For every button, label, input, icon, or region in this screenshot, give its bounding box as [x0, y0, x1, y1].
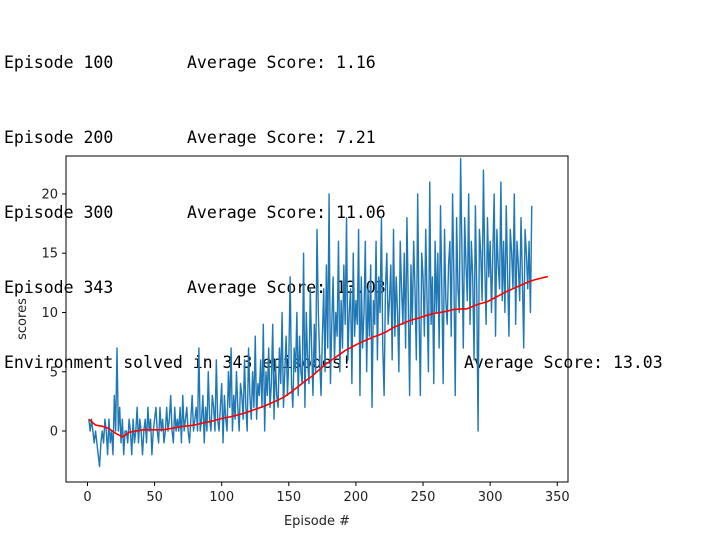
x-tick-label: 300	[478, 490, 503, 505]
log-average-score: Average Score: 7.21	[187, 128, 376, 147]
x-axis-label: Episode #	[284, 514, 350, 529]
log-episode: Episode 200	[4, 128, 114, 147]
x-tick-label: 50	[146, 490, 163, 505]
x-tick-label: 100	[209, 490, 234, 505]
solved-average-score: Average Score: 13.03	[464, 353, 663, 372]
y-tick-label: 5	[50, 365, 58, 380]
log-average-score: Average Score: 1.16	[187, 53, 376, 72]
average-score-series-line	[88, 275, 549, 438]
log-line: Episode 100 Average Score: 1.16	[4, 50, 663, 75]
scores-series-line	[88, 157, 533, 468]
y-tick-label: 10	[41, 306, 58, 321]
x-tick-label: 200	[344, 490, 369, 505]
x-tick-label: 250	[411, 490, 436, 505]
x-tick-label: 0	[83, 490, 91, 505]
x-tick-label: 350	[545, 490, 570, 505]
plot-frame	[65, 155, 569, 483]
y-tick-label: 15	[41, 247, 58, 262]
log-average-score: Average Score: 13.03	[187, 278, 386, 297]
series-layer	[88, 157, 549, 468]
tick-layer: 0 50 100 150 200 250 300 350 0 5 10 15 20	[41, 187, 569, 505]
training-log: Episode 100 Average Score: 1.16 Episode 2…	[4, 0, 663, 400]
log-episode: Episode 300	[4, 203, 114, 222]
log-line: Episode 300 Average Score: 11.06	[4, 200, 663, 225]
log-average-score: Average Score: 11.06	[187, 203, 386, 222]
log-episode: Episode 100	[4, 53, 114, 72]
log-line: Episode 200 Average Score: 7.21	[4, 125, 663, 150]
y-axis-label: scores	[15, 298, 30, 340]
y-tick-label: 0	[50, 425, 58, 440]
y-tick-label: 20	[41, 187, 58, 202]
log-line: Episode 343 Average Score: 13.03	[4, 275, 663, 300]
x-tick-label: 150	[276, 490, 301, 505]
log-episode: Episode 343	[4, 278, 114, 297]
